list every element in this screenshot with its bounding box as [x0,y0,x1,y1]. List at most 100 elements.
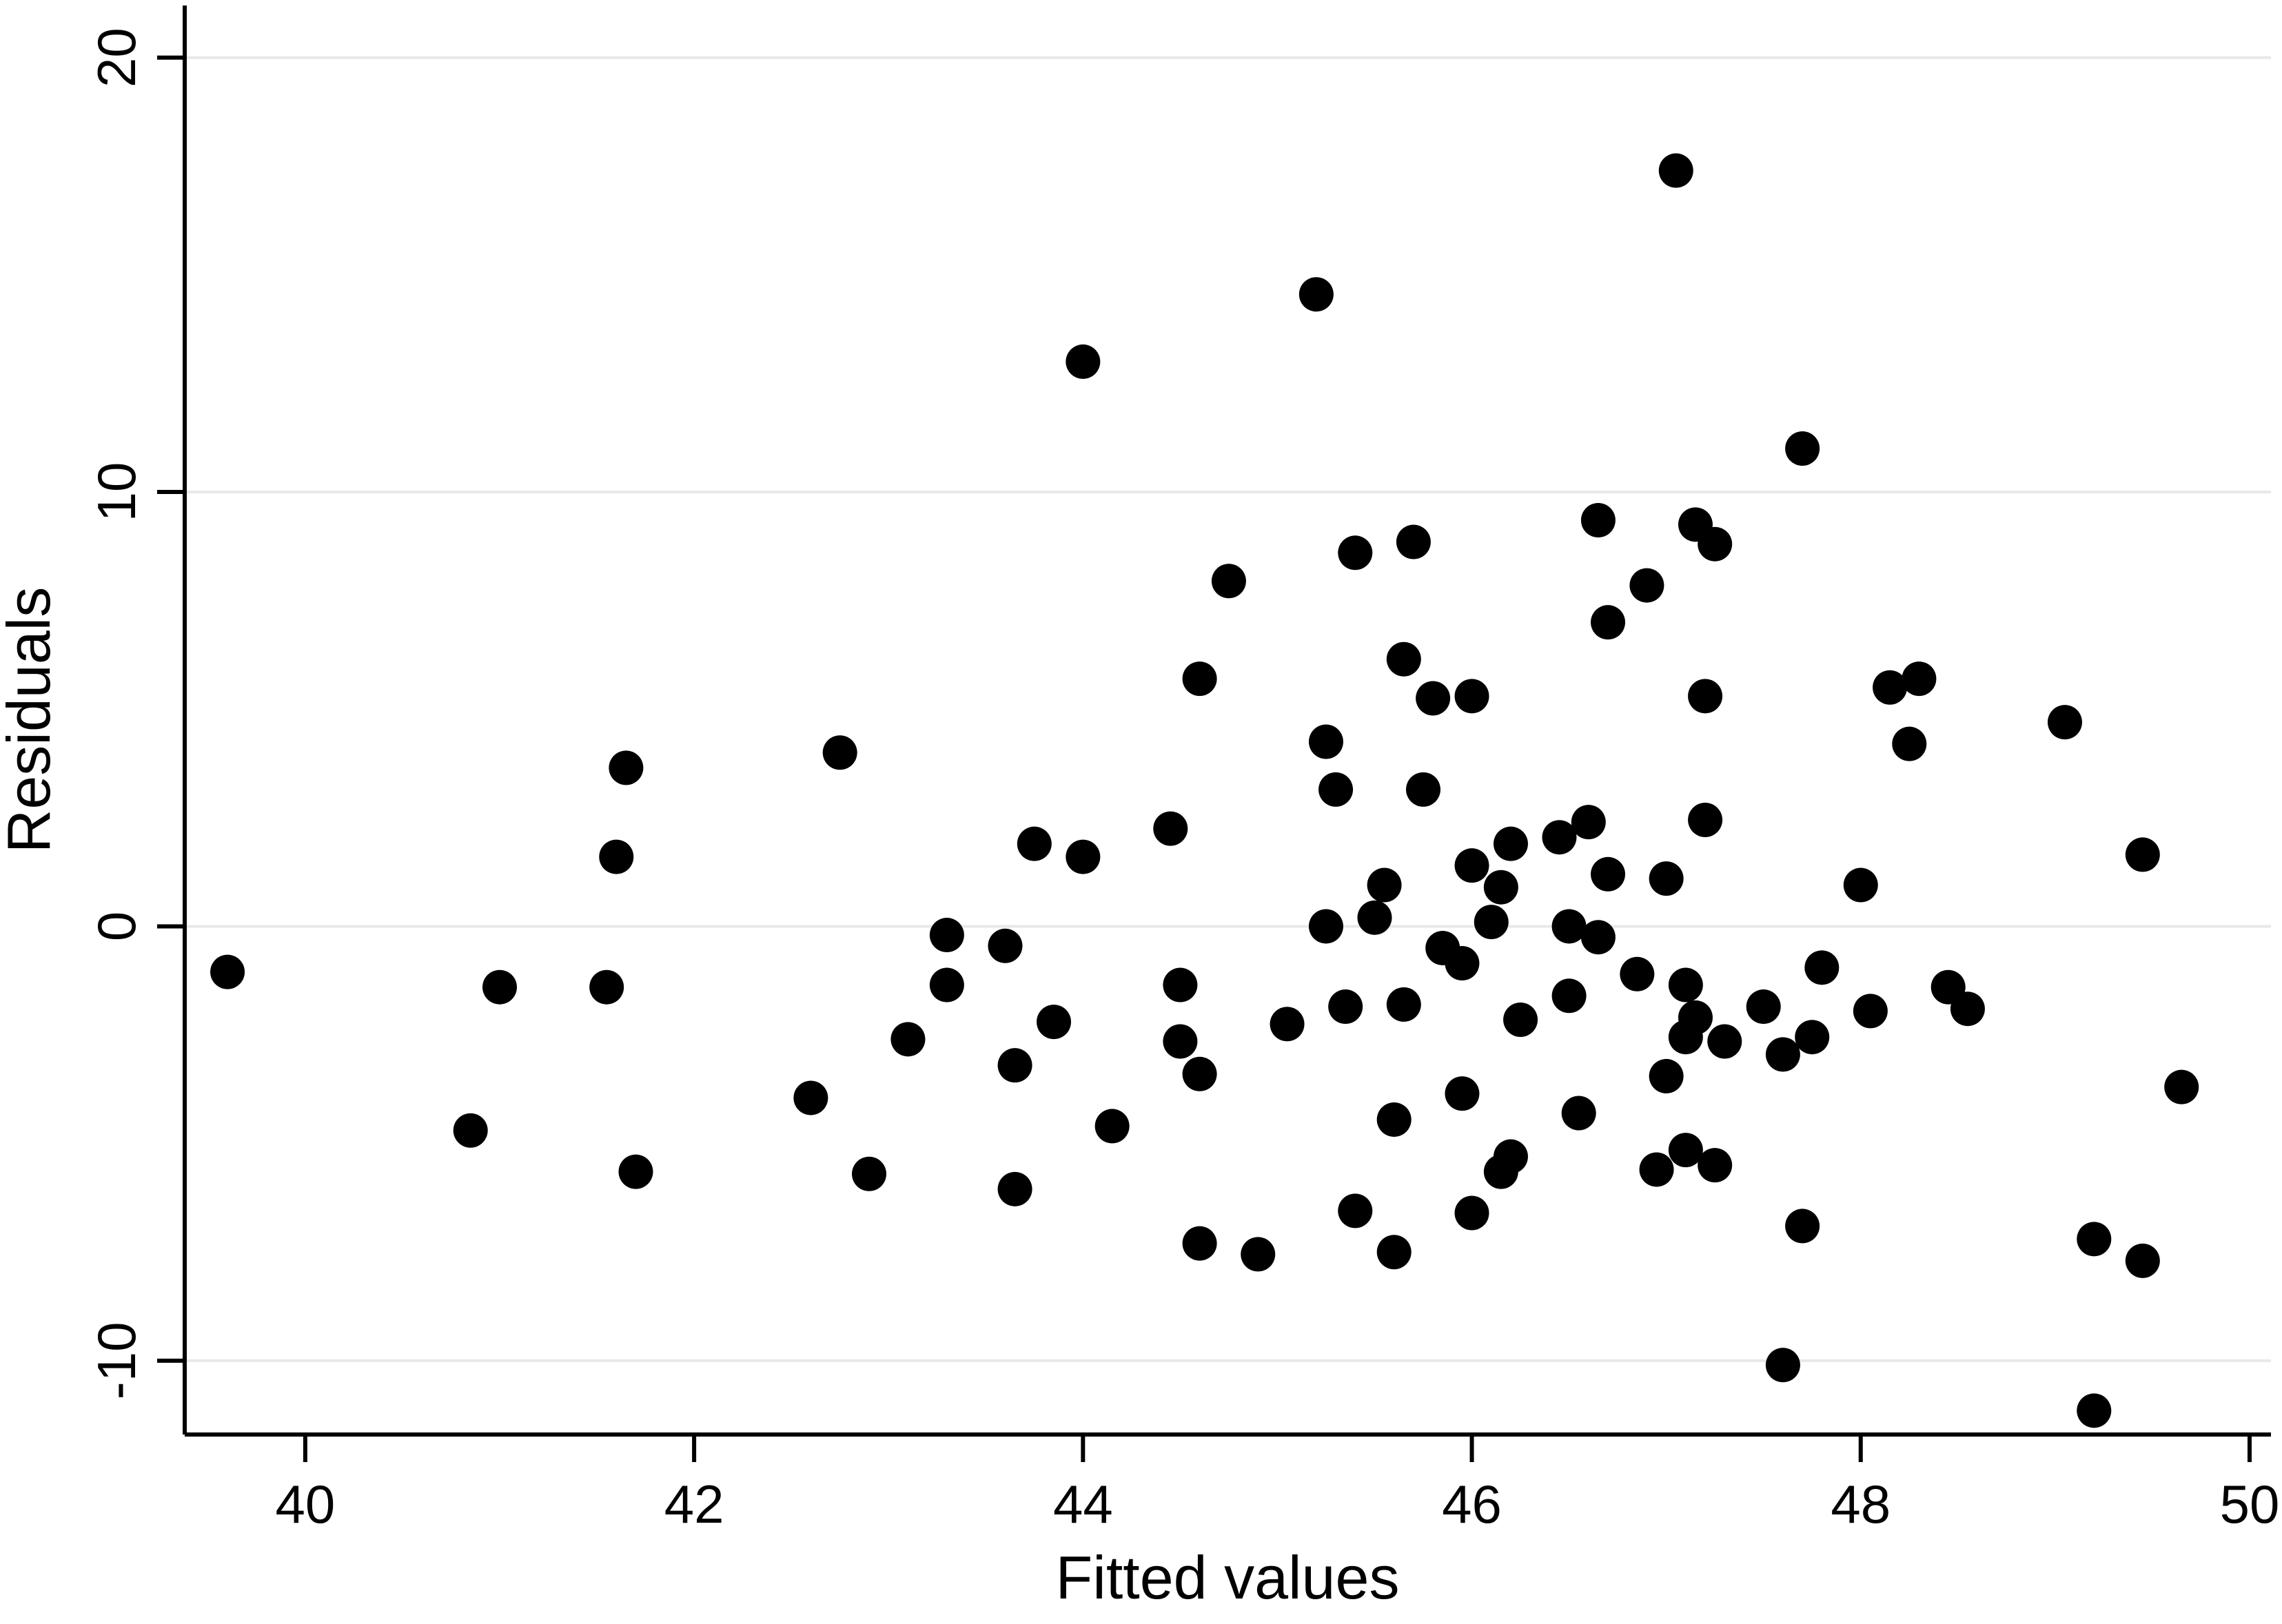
y-axis-title: Residuals [0,587,63,853]
y-tick-label-10: 10 [86,462,147,522]
data-point [1639,1152,1674,1187]
data-point [1270,1007,1305,1042]
data-point [1386,641,1421,677]
data-point [1902,661,1937,697]
data-point [609,750,644,785]
data-point [1795,1020,1830,1055]
data-point [1853,994,1888,1029]
data-point [1580,503,1616,538]
data-point [1551,909,1587,944]
data-point [1445,946,1480,981]
data-point [1386,987,1421,1022]
axes [183,6,2271,1437]
data-point [1493,826,1528,861]
data-point [793,1080,828,1116]
data-point [1474,905,1509,940]
x-tick-label-50: 50 [2220,1474,2280,1534]
x-tick-label-48: 48 [1831,1474,1891,1534]
data-point [1765,1037,1800,1072]
data-point [1551,978,1587,1014]
data-point [1707,1024,1742,1059]
data-point [482,969,518,1005]
data-point [1765,1348,1800,1383]
data-point [1571,805,1606,840]
data-point [1376,1235,1412,1270]
data-point [1688,679,1723,714]
data-point [2077,1222,2112,1257]
data-point [1950,991,1985,1027]
data-point [1037,1005,1072,1040]
data-point [1211,564,1246,599]
x-tick-label-40: 40 [276,1474,336,1534]
data-point [1873,670,1908,705]
data-point [2125,837,2160,872]
data-point [1678,1000,1713,1035]
data-point [1153,811,1188,846]
data-point [890,1022,926,1057]
x-tick-label-42: 42 [664,1474,724,1534]
data-point [1298,277,1334,312]
data-point [1649,861,1684,896]
data-point [1620,956,1655,991]
data-point [1406,772,1441,807]
data-points [210,153,2199,1428]
data-point [1182,1056,1217,1091]
data-point [1318,772,1354,807]
data-point [1328,989,1363,1025]
data-point [1182,1226,1217,1261]
tick-labels: 40 42 44 46 48 50 -10 0 10 20 [86,28,2279,1534]
data-point [1698,526,1733,562]
x-tick-label-44: 44 [1053,1474,1113,1534]
data-point [1454,848,1489,883]
data-point [1688,802,1723,837]
data-point [1017,826,1052,861]
data-point [1066,344,1101,379]
data-point [1580,920,1616,955]
data-point [988,928,1023,963]
data-point [1629,568,1664,603]
data-point [1591,856,1626,892]
data-point [822,735,857,770]
data-point [1241,1237,1276,1272]
data-point [1483,870,1518,905]
data-point [1367,867,1402,903]
data-point [1668,1133,1703,1168]
y-tick-label-0: 0 [86,912,147,941]
data-point [1182,661,1217,697]
data-point [1785,1209,1820,1244]
data-point [453,1113,488,1148]
data-point [1668,967,1703,1003]
data-point [1357,900,1392,935]
data-point [1843,867,1878,903]
data-point [1454,1195,1489,1231]
data-point [618,1154,653,1189]
data-point [929,967,964,1003]
data-point [1338,1193,1373,1229]
data-point [210,954,245,989]
data-point [1698,1148,1733,1183]
data-point [589,969,624,1005]
data-point [1094,1109,1130,1144]
data-point [2047,705,2082,740]
data-point [997,1171,1032,1206]
data-point [1066,839,1101,874]
data-point [1658,153,1693,188]
data-point [2077,1393,2112,1428]
data-point [1746,989,1781,1025]
data-point [1396,524,1431,559]
data-point [852,1156,887,1191]
data-point [929,918,964,953]
data-point [1416,681,1451,716]
data-point [1785,431,1820,466]
y-tick-label-20: 20 [86,28,147,88]
data-point [1503,1002,1538,1037]
data-point [1163,1024,1198,1059]
data-point [599,839,634,874]
x-tick-label-46: 46 [1442,1474,1502,1534]
data-point [1308,909,1343,944]
data-point [1338,535,1373,571]
data-point [1542,820,1577,855]
data-point [2125,1243,2160,1278]
